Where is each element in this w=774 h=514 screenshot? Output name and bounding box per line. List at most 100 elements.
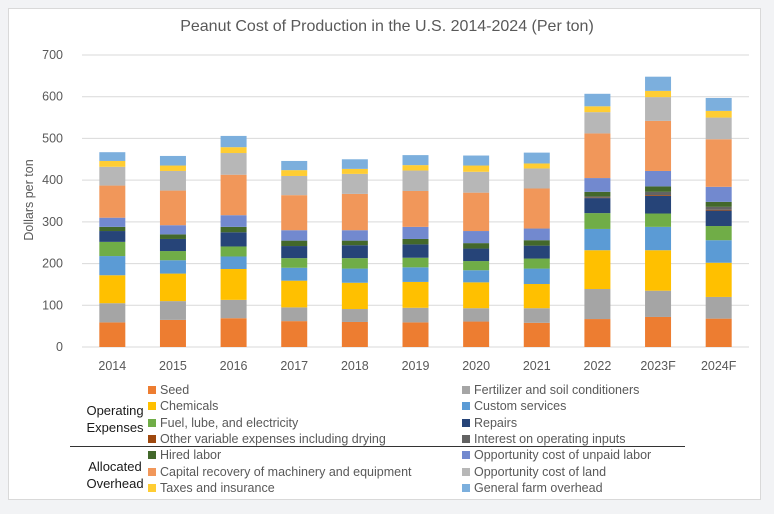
bar-segment [705, 262, 732, 297]
chart-card [8, 8, 761, 500]
bar-segment [159, 260, 186, 274]
bar-segment [463, 308, 490, 322]
x-tick-label: 2019 [402, 359, 430, 373]
bar-segment [402, 322, 429, 347]
bar-segment [463, 248, 490, 262]
bar-segment [220, 256, 247, 269]
y-tick-label: 700 [42, 48, 63, 62]
bar-segment [463, 171, 490, 193]
bar-segment [220, 226, 247, 233]
bar-segment [281, 170, 308, 176]
bar-segment [220, 268, 247, 300]
bar-segment [705, 209, 732, 211]
bar-segment [523, 268, 550, 285]
bar-stack-2022 [584, 93, 611, 347]
bar-stack-2019 [402, 155, 429, 347]
bar-segment [159, 225, 186, 235]
bar-segment [584, 213, 611, 229]
bar-segment [402, 165, 429, 171]
bar-segment [705, 201, 732, 207]
bar-segment [523, 308, 550, 323]
bar-segment [281, 280, 308, 308]
bar-segment [645, 191, 672, 196]
bar-segment [645, 250, 672, 291]
bar-segment [99, 217, 126, 227]
y-tick-label: 400 [42, 173, 63, 187]
y-axis-ticks: 0 100 200 300 400 500 600 700 [42, 48, 63, 354]
bar-segment [281, 267, 308, 281]
bar-segment [341, 268, 368, 283]
bar-segment [341, 309, 368, 322]
bar-segment [523, 228, 550, 241]
bar-segment [645, 90, 672, 98]
bar-segment [220, 318, 247, 347]
bar-segment [99, 226, 126, 232]
bar-segment [281, 307, 308, 322]
bar-segment [523, 245, 550, 259]
bar-segment [584, 112, 611, 134]
bar-segment [341, 258, 368, 269]
bar-segment [523, 322, 550, 347]
bar-stack-2015 [159, 155, 186, 347]
bar-segment [281, 175, 308, 196]
bar-segment [584, 289, 611, 320]
bar-segment [463, 261, 490, 271]
bar-stacks [99, 76, 732, 347]
bar-stack-2014 [99, 152, 126, 347]
bar-segment [220, 299, 247, 319]
bar-segment [463, 165, 490, 172]
bar-segment [99, 303, 126, 323]
bar-segment [584, 196, 611, 198]
bar-segment [705, 206, 732, 210]
bar-segment [523, 152, 550, 164]
bar-segment [584, 106, 611, 113]
bar-segment [341, 240, 368, 246]
bar-segment [281, 321, 308, 347]
bar-segment [341, 230, 368, 241]
bar-segment [341, 159, 368, 169]
bar-segment [523, 258, 550, 269]
bar-segment [159, 238, 186, 252]
bar-segment [402, 267, 429, 282]
bar-segment [463, 231, 490, 244]
bar-segment [523, 188, 550, 229]
bar-segment [705, 117, 732, 140]
bar-stack-2024F [705, 97, 732, 347]
x-tick-label: 2018 [341, 359, 369, 373]
chart-title: Peanut Cost of Production in the U.S. 20… [180, 18, 594, 35]
bar-segment [645, 170, 672, 187]
bar-segment [159, 190, 186, 226]
bar-segment [705, 186, 732, 202]
bar-segment [341, 245, 368, 259]
bar-segment [463, 282, 490, 309]
bar-segment [705, 97, 732, 111]
bar-segment [584, 178, 611, 192]
x-tick-label: 2016 [220, 359, 248, 373]
bar-segment [705, 296, 732, 319]
bar-segment [99, 231, 126, 242]
bar-segment [523, 163, 550, 169]
bar-segment [705, 318, 732, 347]
bar-segment [645, 97, 672, 121]
bar-segment [645, 290, 672, 317]
y-tick-label: 500 [42, 131, 63, 145]
bar-segment [220, 215, 247, 227]
x-tick-label: 2020 [462, 359, 490, 373]
bar-segment [463, 192, 490, 232]
y-tick-label: 100 [42, 298, 63, 312]
bar-segment [645, 120, 672, 171]
bar-segment [281, 230, 308, 241]
x-tick-label: 2024F [701, 359, 737, 373]
bar-segment [220, 135, 247, 148]
bar-segment [463, 155, 490, 166]
bar-stack-2021 [523, 152, 550, 347]
bar-segment [584, 250, 611, 290]
bar-segment [220, 153, 247, 175]
y-tick-label: 0 [56, 340, 63, 354]
bar-segment [220, 232, 247, 247]
bar-segment [402, 155, 429, 166]
bar-stack-2020 [463, 155, 490, 347]
x-tick-label: 2021 [523, 359, 551, 373]
bar-segment [220, 147, 247, 154]
x-tick-label: 2023F [640, 359, 676, 373]
